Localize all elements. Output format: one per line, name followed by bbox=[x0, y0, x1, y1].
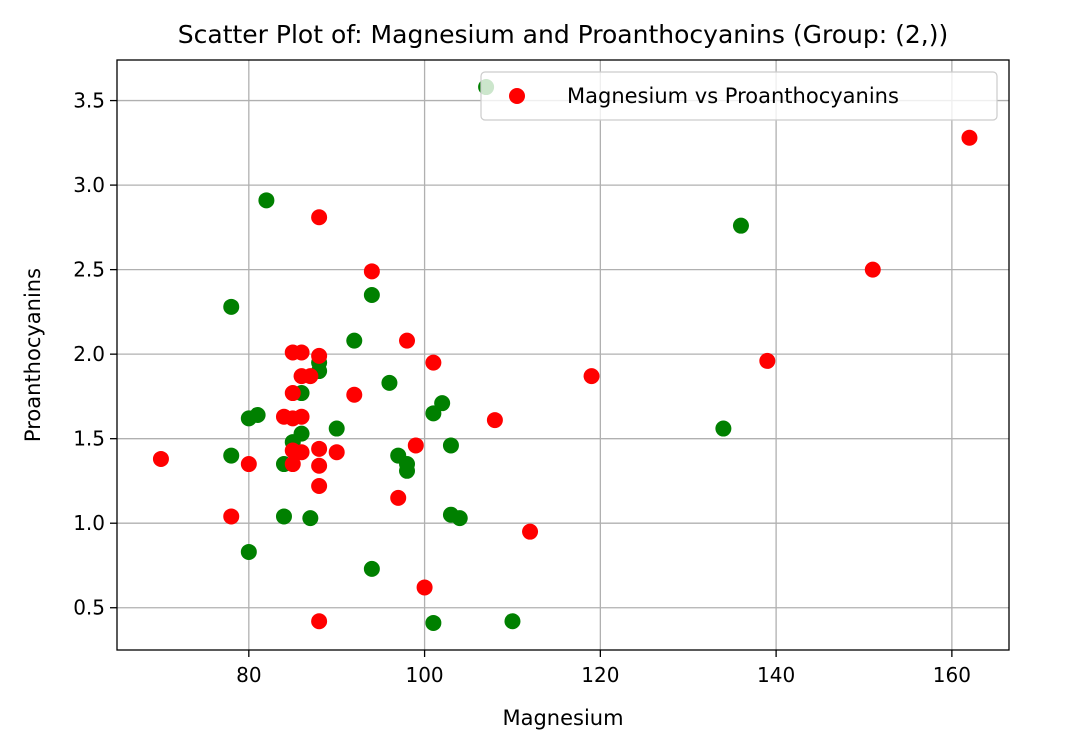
red-data-point bbox=[864, 261, 881, 278]
legend: Magnesium vs Proanthocyanins bbox=[480, 71, 998, 121]
red-data-point bbox=[363, 263, 380, 280]
x-tick-label: 160 bbox=[933, 663, 971, 687]
green-data-point bbox=[240, 410, 257, 427]
green-data-point bbox=[451, 510, 468, 527]
red-data-point bbox=[152, 450, 169, 467]
red-data-point bbox=[759, 352, 776, 369]
green-data-point bbox=[399, 462, 416, 479]
green-data-point bbox=[363, 560, 380, 577]
red-data-point bbox=[311, 209, 328, 226]
green-data-point bbox=[715, 420, 732, 437]
legend-box bbox=[480, 71, 998, 121]
green-data-point bbox=[223, 447, 240, 464]
red-data-point bbox=[346, 386, 363, 403]
red-data-point bbox=[583, 368, 600, 385]
x-tick-label: 80 bbox=[236, 663, 261, 687]
green-data-point bbox=[425, 614, 442, 631]
red-data-point bbox=[293, 444, 310, 461]
legend-marker bbox=[509, 88, 525, 104]
axis-ticks: 80 100 120 140 160 0.5 1.0 1.5 2.0 2.5 3.0 3.5 bbox=[73, 89, 971, 687]
red-data-point bbox=[425, 354, 442, 371]
red-data-point bbox=[293, 344, 310, 361]
y-tick-label: 3.0 bbox=[73, 173, 105, 197]
green-data-point bbox=[258, 192, 275, 209]
green-data-point bbox=[328, 420, 345, 437]
red-data-point bbox=[311, 347, 328, 364]
red-data-point bbox=[399, 332, 416, 349]
grid-lines bbox=[117, 60, 1009, 650]
red-data-point bbox=[311, 613, 328, 630]
green-data-point bbox=[293, 425, 310, 442]
red-data-point bbox=[284, 385, 301, 402]
plot-frame bbox=[116, 59, 1010, 651]
y-tick-label: 2.0 bbox=[73, 342, 105, 366]
red-data-point bbox=[522, 523, 539, 540]
data-points bbox=[152, 79, 978, 631]
green-data-point bbox=[240, 543, 257, 560]
y-tick-label: 2.5 bbox=[73, 258, 105, 282]
green-data-point bbox=[346, 332, 363, 349]
y-tick-label: 0.5 bbox=[73, 596, 105, 620]
green-data-point bbox=[223, 298, 240, 315]
red-data-point bbox=[223, 508, 240, 525]
x-tick-label: 120 bbox=[581, 663, 619, 687]
green-data-point bbox=[275, 508, 292, 525]
red-data-point bbox=[311, 478, 328, 495]
green-data-point bbox=[381, 374, 398, 391]
x-axis-label: Magnesium bbox=[502, 706, 623, 730]
red-data-point bbox=[293, 408, 310, 425]
red-data-point bbox=[390, 489, 407, 506]
chart-title: Scatter Plot of: Magnesium and Proanthoc… bbox=[178, 20, 948, 49]
green-data-point bbox=[732, 217, 749, 234]
green-data-point bbox=[363, 286, 380, 303]
legend-label: Magnesium vs Proanthocyanins bbox=[567, 84, 899, 108]
y-axis-label: Proanthocyanins bbox=[21, 268, 45, 442]
red-data-point bbox=[240, 456, 257, 473]
green-data-point bbox=[504, 613, 521, 630]
red-data-point bbox=[284, 456, 301, 473]
green-data-point bbox=[425, 405, 442, 422]
red-data-point bbox=[302, 368, 319, 385]
red-data-point bbox=[416, 579, 433, 596]
y-tick-label: 1.5 bbox=[73, 427, 105, 451]
red-data-point bbox=[961, 129, 978, 146]
y-tick-label: 3.5 bbox=[73, 89, 105, 113]
red-data-point bbox=[407, 437, 424, 454]
x-tick-label: 140 bbox=[757, 663, 795, 687]
red-data-point bbox=[311, 457, 328, 474]
y-tick-label: 1.0 bbox=[73, 511, 105, 535]
green-data-point bbox=[442, 437, 459, 454]
red-data-point bbox=[311, 440, 328, 457]
green-data-point bbox=[302, 510, 319, 527]
x-tick-label: 100 bbox=[405, 663, 443, 687]
red-data-point bbox=[486, 412, 503, 429]
red-data-point bbox=[328, 444, 345, 461]
